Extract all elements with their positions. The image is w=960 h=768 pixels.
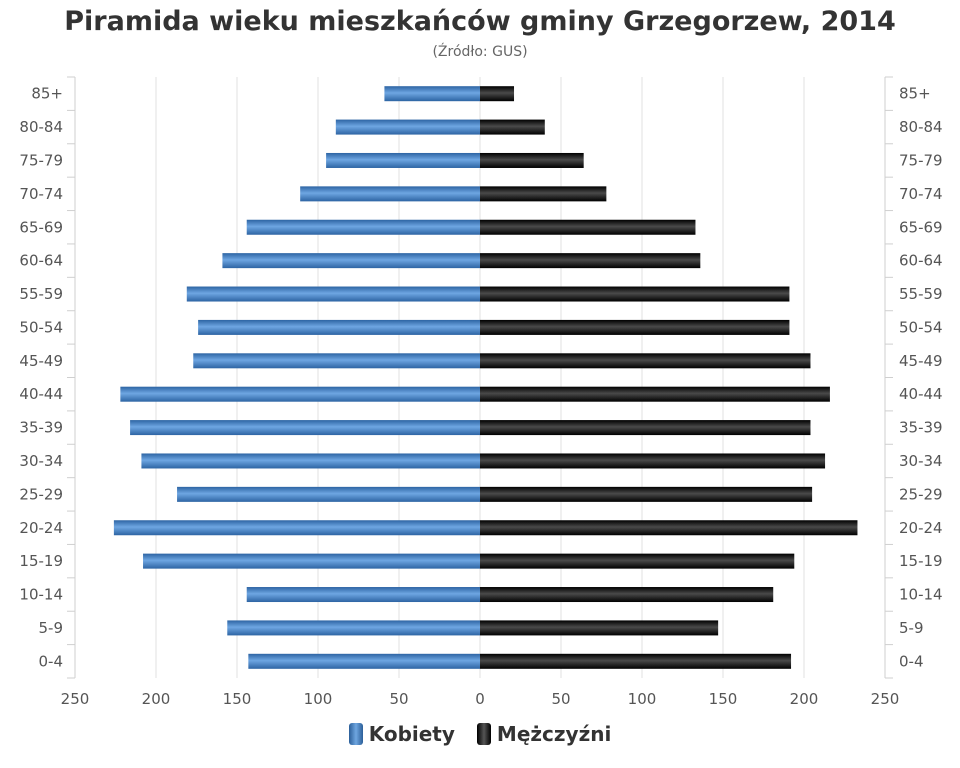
bar-kobiety — [326, 152, 480, 168]
x-tick-label: 150 — [709, 690, 738, 708]
bar-mezczyzni — [480, 486, 813, 502]
bar-mezczyzni — [480, 186, 607, 202]
category-label-right: 10-14 — [899, 586, 943, 604]
bar-mezczyzni — [480, 386, 830, 402]
category-label-left: 55-59 — [19, 285, 63, 303]
bar-kobiety — [113, 520, 480, 536]
bar-kobiety — [248, 653, 480, 669]
bar-kobiety — [177, 486, 480, 502]
bar-mezczyzni — [480, 520, 858, 536]
x-tick-label: 100 — [304, 690, 333, 708]
bar-kobiety — [193, 353, 480, 369]
category-label-right: 25-29 — [899, 485, 943, 503]
legend-swatch-mezczyzni — [476, 723, 491, 745]
bar-mezczyzni — [480, 253, 701, 269]
category-label-right: 85+ — [899, 85, 931, 103]
x-tick-label: 100 — [628, 690, 657, 708]
category-label-left: 85+ — [31, 85, 63, 103]
bars-layer — [113, 86, 858, 669]
bar-kobiety — [335, 119, 480, 135]
legend: Kobiety Mężczyźni — [0, 722, 960, 746]
x-tick-label: 250 — [871, 690, 900, 708]
category-label-right: 50-54 — [899, 318, 943, 336]
category-label-left: 50-54 — [19, 318, 63, 336]
category-label-left: 10-14 — [19, 586, 63, 604]
category-label-left: 80-84 — [19, 118, 63, 136]
category-label-right: 0-4 — [899, 652, 924, 670]
x-tick-label: 200 — [142, 690, 171, 708]
category-label-right: 30-34 — [899, 452, 943, 470]
axis-layer: 85+ 85+ 80-84 80-84 75-79 75-79 70-74 70-74 65-6… — [19, 76, 943, 708]
bar-mezczyzni — [480, 587, 774, 603]
bar-mezczyzni — [480, 453, 826, 469]
legend-swatch-kobiety — [348, 723, 363, 745]
category-label-right: 65-69 — [899, 218, 943, 236]
bar-kobiety — [384, 86, 480, 102]
category-label-left: 65-69 — [19, 218, 63, 236]
bar-kobiety — [246, 219, 480, 235]
category-label-right: 45-49 — [899, 352, 943, 370]
bar-mezczyzni — [480, 219, 696, 235]
bar-mezczyzni — [480, 653, 792, 669]
category-label-right: 80-84 — [899, 118, 943, 136]
bar-kobiety — [227, 620, 480, 636]
bar-mezczyzni — [480, 353, 811, 369]
bar-mezczyzni — [480, 152, 584, 168]
category-label-right: 70-74 — [899, 185, 943, 203]
bar-kobiety — [143, 553, 481, 569]
bar-kobiety — [300, 186, 480, 202]
category-label-left: 60-64 — [19, 252, 63, 270]
legend-item-mezczyzni[interactable]: Mężczyźni — [476, 722, 612, 746]
category-label-left: 30-34 — [19, 452, 63, 470]
x-tick-label: 50 — [551, 690, 570, 708]
bar-kobiety — [198, 319, 480, 335]
bar-mezczyzni — [480, 319, 790, 335]
bar-kobiety — [246, 587, 480, 603]
x-tick-label: 150 — [223, 690, 252, 708]
category-label-left: 25-29 — [19, 485, 63, 503]
category-label-left: 5-9 — [39, 619, 64, 637]
bar-mezczyzni — [480, 620, 719, 636]
category-label-left: 35-39 — [19, 419, 63, 437]
x-tick-label: 0 — [475, 690, 485, 708]
bar-mezczyzni — [480, 119, 545, 135]
category-label-right: 75-79 — [899, 151, 943, 169]
x-tick-label: 50 — [389, 690, 408, 708]
category-label-left: 40-44 — [19, 385, 63, 403]
bar-mezczyzni — [480, 286, 790, 302]
category-label-left: 20-24 — [19, 519, 63, 537]
pyramid-plot: 85+ 85+ 80-84 80-84 75-79 75-79 70-74 70-74 65-6… — [19, 76, 943, 708]
category-label-right: 35-39 — [899, 419, 943, 437]
category-label-left: 0-4 — [39, 652, 64, 670]
category-label-left: 15-19 — [19, 552, 63, 570]
category-label-right: 5-9 — [899, 619, 924, 637]
bar-kobiety — [130, 420, 480, 436]
category-label-left: 70-74 — [19, 185, 63, 203]
bar-kobiety — [120, 386, 481, 402]
bar-mezczyzni — [480, 420, 811, 436]
x-tick-label: 200 — [790, 690, 819, 708]
x-tick-label: 250 — [61, 690, 90, 708]
legend-item-kobiety[interactable]: Kobiety — [348, 722, 455, 746]
bar-mezczyzni — [480, 553, 795, 569]
category-label-right: 20-24 — [899, 519, 943, 537]
category-label-right: 60-64 — [899, 252, 943, 270]
category-label-right: 40-44 — [899, 385, 943, 403]
chart-subtitle: (Źródło: GUS) — [432, 44, 528, 60]
category-label-left: 45-49 — [19, 352, 63, 370]
category-label-left: 75-79 — [19, 151, 63, 169]
bar-kobiety — [141, 453, 481, 469]
legend-label-kobiety: Kobiety — [368, 722, 455, 746]
bar-kobiety — [222, 253, 481, 269]
chart-title: Piramida wieku mieszkańców gminy Grzegor… — [64, 6, 896, 37]
bar-kobiety — [186, 286, 480, 302]
legend-label-mezczyzni: Mężczyźni — [496, 722, 612, 746]
bar-mezczyzni — [480, 86, 515, 102]
category-label-right: 55-59 — [899, 285, 943, 303]
category-label-right: 15-19 — [899, 552, 943, 570]
